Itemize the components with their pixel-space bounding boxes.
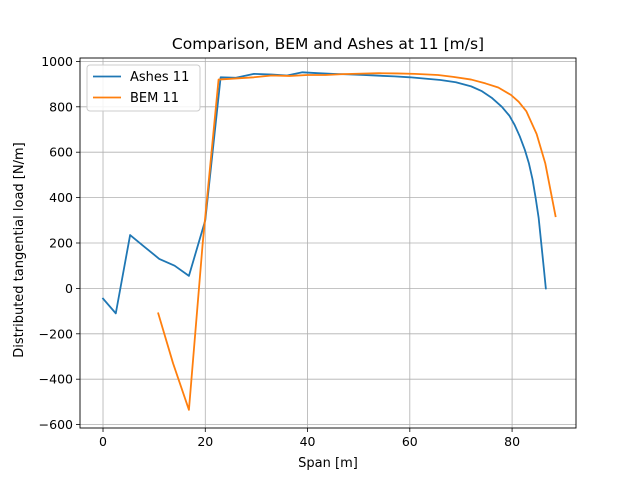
y-tick-label: 800 (49, 99, 73, 114)
x-tick-label: 60 (402, 434, 418, 449)
y-axis-ticks: −600 −400 −200 0 200 400 600 800 1000 (39, 54, 80, 432)
x-tick-label: 20 (197, 434, 213, 449)
series-line-ashes (101, 71, 547, 315)
y-tick-label: −600 (39, 417, 73, 432)
x-axis-ticks: 0 20 40 60 80 (99, 428, 520, 449)
y-tick-label: 1000 (41, 54, 73, 69)
y-tick-label: 400 (49, 190, 73, 205)
x-tick-label: 80 (504, 434, 520, 449)
y-gridlines (80, 61, 576, 425)
y-tick-label: −400 (39, 372, 73, 387)
x-axis-label: Span [m] (298, 456, 358, 471)
series-lines (101, 71, 557, 411)
legend-label-ashes: Ashes 11 (130, 70, 189, 85)
y-tick-label: −200 (39, 326, 73, 341)
legend-label-bem: BEM 11 (130, 91, 179, 106)
y-tick-label: 200 (49, 236, 73, 251)
chart-title: Comparison, BEM and Ashes at 11 [m/s] (172, 35, 484, 53)
series-line-bem (157, 72, 557, 411)
x-tick-label: 40 (300, 434, 316, 449)
y-tick-label: 0 (65, 281, 73, 296)
x-tick-label: 0 (99, 434, 107, 449)
legend: Ashes 11 BEM 11 (86, 64, 201, 112)
y-tick-label: 600 (49, 145, 73, 160)
y-axis-label: Distributed tangential load [N/m] (12, 142, 27, 357)
